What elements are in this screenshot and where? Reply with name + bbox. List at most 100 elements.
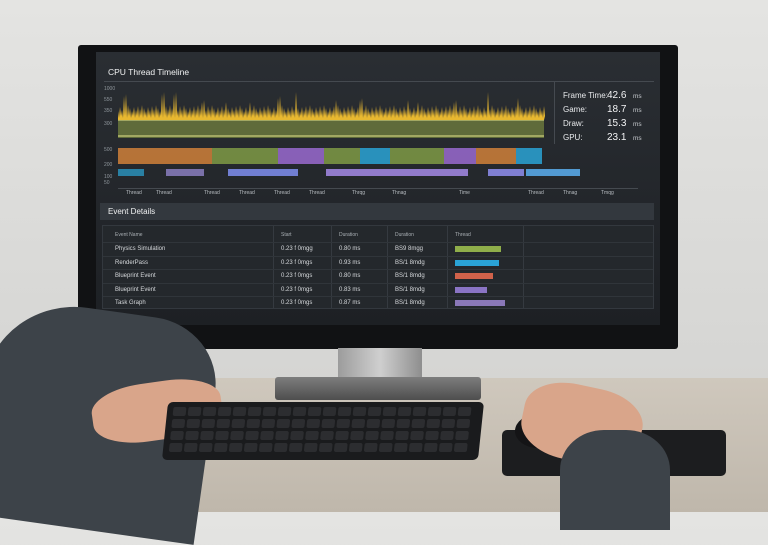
key[interactable] bbox=[363, 443, 378, 452]
key[interactable] bbox=[246, 419, 261, 428]
column-header[interactable]: Duration bbox=[395, 232, 414, 238]
key[interactable] bbox=[186, 419, 201, 428]
table-row[interactable]: Blueprint Event 0.23 f 0mgs 0.83 ms BS/1… bbox=[103, 282, 653, 296]
thread-lane-bar[interactable] bbox=[278, 148, 324, 164]
column-header[interactable]: Event Name bbox=[115, 232, 143, 238]
key[interactable] bbox=[393, 443, 408, 452]
table-row[interactable]: RenderPass 0.23 f 0mgs 0.93 ms BS/1 8mdg bbox=[103, 255, 653, 269]
key[interactable] bbox=[365, 431, 379, 440]
thread-lane-bar[interactable] bbox=[516, 148, 542, 164]
thread-event-bar[interactable] bbox=[526, 169, 580, 176]
column-header[interactable]: Start bbox=[281, 232, 292, 238]
key[interactable] bbox=[318, 443, 333, 452]
key[interactable] bbox=[442, 407, 457, 416]
thread-lane-bar[interactable] bbox=[212, 148, 278, 164]
key[interactable] bbox=[292, 407, 307, 416]
key[interactable] bbox=[350, 431, 364, 440]
table-row[interactable]: Blueprint Event 0.23 f 0mgs 0.80 ms BS/1… bbox=[103, 269, 653, 282]
key[interactable] bbox=[457, 407, 472, 416]
key[interactable] bbox=[247, 407, 262, 416]
key[interactable] bbox=[306, 419, 321, 428]
key[interactable] bbox=[217, 407, 232, 416]
key[interactable] bbox=[273, 443, 288, 452]
key[interactable] bbox=[395, 431, 409, 440]
key[interactable] bbox=[408, 443, 423, 452]
key[interactable] bbox=[170, 431, 184, 440]
keyboard[interactable] bbox=[161, 402, 485, 460]
key[interactable] bbox=[396, 419, 411, 428]
key[interactable] bbox=[307, 407, 322, 416]
key[interactable] bbox=[425, 431, 439, 440]
thread-lane-bar[interactable] bbox=[324, 148, 360, 164]
thread-lane-bar[interactable] bbox=[360, 148, 390, 164]
thread-event-bar[interactable] bbox=[228, 169, 298, 176]
thread-lane-bar[interactable] bbox=[390, 148, 444, 164]
key[interactable] bbox=[185, 431, 199, 440]
thread-lane-bar[interactable] bbox=[444, 148, 476, 164]
key[interactable] bbox=[260, 431, 274, 440]
key[interactable] bbox=[228, 443, 243, 452]
key[interactable] bbox=[215, 431, 229, 440]
key[interactable] bbox=[321, 419, 336, 428]
key[interactable] bbox=[202, 407, 217, 416]
key[interactable] bbox=[290, 431, 304, 440]
key[interactable] bbox=[200, 431, 214, 440]
key[interactable] bbox=[243, 443, 258, 452]
key[interactable] bbox=[168, 443, 183, 452]
key[interactable] bbox=[410, 431, 424, 440]
key[interactable] bbox=[291, 419, 306, 428]
key[interactable] bbox=[183, 443, 198, 452]
table-row[interactable]: Task Graph 0.23 f 0mgs 0.87 ms BS/1 8mdg bbox=[103, 296, 653, 309]
thread-lane-bar[interactable] bbox=[476, 148, 516, 164]
key[interactable] bbox=[230, 431, 244, 440]
thread-lane-bar[interactable] bbox=[118, 148, 166, 164]
key[interactable] bbox=[198, 443, 213, 452]
thread-event-bar[interactable] bbox=[118, 169, 144, 176]
key[interactable] bbox=[201, 419, 216, 428]
key[interactable] bbox=[322, 407, 337, 416]
key[interactable] bbox=[456, 419, 471, 428]
key[interactable] bbox=[397, 407, 412, 416]
key[interactable] bbox=[216, 419, 231, 428]
key[interactable] bbox=[455, 431, 469, 440]
thread-event-bar[interactable] bbox=[488, 169, 524, 176]
key[interactable] bbox=[276, 419, 291, 428]
key[interactable] bbox=[231, 419, 246, 428]
key[interactable] bbox=[367, 407, 382, 416]
key[interactable] bbox=[348, 443, 363, 452]
key[interactable] bbox=[213, 443, 228, 452]
key[interactable] bbox=[378, 443, 393, 452]
key[interactable] bbox=[262, 407, 277, 416]
column-header[interactable]: Thread bbox=[455, 232, 471, 238]
key[interactable] bbox=[423, 443, 438, 452]
key[interactable] bbox=[288, 443, 303, 452]
key[interactable] bbox=[171, 419, 186, 428]
key[interactable] bbox=[335, 431, 349, 440]
key[interactable] bbox=[232, 407, 247, 416]
thread-lane-bar[interactable] bbox=[166, 148, 212, 164]
table-row[interactable]: Physics Simulation 0.23 f 0mgg 0.80 ms B… bbox=[103, 242, 653, 255]
key[interactable] bbox=[411, 419, 426, 428]
key[interactable] bbox=[305, 431, 319, 440]
key[interactable] bbox=[440, 431, 454, 440]
key[interactable] bbox=[275, 431, 289, 440]
key[interactable] bbox=[245, 431, 259, 440]
key[interactable] bbox=[427, 407, 442, 416]
key[interactable] bbox=[351, 419, 366, 428]
key[interactable] bbox=[261, 419, 276, 428]
key[interactable] bbox=[336, 419, 351, 428]
key[interactable] bbox=[337, 407, 352, 416]
key[interactable] bbox=[441, 419, 456, 428]
column-header[interactable]: Duration bbox=[339, 232, 358, 238]
key[interactable] bbox=[366, 419, 381, 428]
key[interactable] bbox=[303, 443, 318, 452]
key[interactable] bbox=[426, 419, 441, 428]
key[interactable] bbox=[172, 407, 187, 416]
key[interactable] bbox=[412, 407, 427, 416]
key[interactable] bbox=[277, 407, 292, 416]
key[interactable] bbox=[333, 443, 348, 452]
key[interactable] bbox=[380, 431, 394, 440]
key[interactable] bbox=[258, 443, 273, 452]
thread-event-bar[interactable] bbox=[166, 169, 204, 176]
key[interactable] bbox=[453, 443, 468, 452]
